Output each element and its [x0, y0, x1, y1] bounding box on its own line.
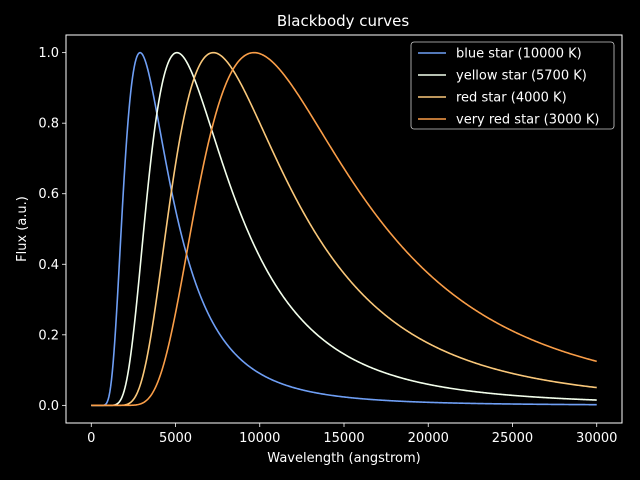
- series-line-0: [91, 51, 597, 407]
- legend-box: [410, 41, 615, 130]
- y-tick-label: 0.6: [38, 187, 59, 202]
- legend-label: blue star (10000 K): [456, 47, 582, 62]
- y-tick-label: 0.8: [38, 117, 59, 132]
- x-tick-label: 15000: [323, 431, 364, 446]
- series-line-3: [91, 51, 597, 407]
- y-tick-label: 0.0: [38, 399, 59, 414]
- y-tick-label: 0.2: [38, 328, 59, 343]
- ticks-layer: 0 5000 10000 15000 20000 25000 30000 0.0 0.2 0.4 0…: [38, 46, 617, 446]
- x-tick-label: 10000: [239, 431, 280, 446]
- legend-label: red star (4000 K): [456, 91, 567, 106]
- x-tick-label: 5000: [159, 431, 192, 446]
- series-line-2: [91, 51, 597, 407]
- legend-label: very red star (3000 K): [456, 113, 600, 128]
- y-axis-label: Flux (a.u.): [15, 196, 30, 262]
- series-line-1: [91, 51, 597, 407]
- x-tick-label: 20000: [408, 431, 449, 446]
- x-axis-label: Wavelength (angstrom): [267, 451, 420, 466]
- x-tick-label: 30000: [576, 431, 617, 446]
- x-tick-label: 0: [87, 431, 95, 446]
- series-layer: [91, 51, 597, 407]
- chart-title: Blackbody curves: [277, 12, 409, 30]
- legend: blue star (10000 K) yellow star (5700 K) r…: [410, 41, 615, 130]
- legend-label: yellow star (5700 K): [456, 69, 587, 84]
- y-tick-label: 0.4: [38, 258, 59, 273]
- x-tick-label: 25000: [492, 431, 533, 446]
- y-tick-label: 1.0: [38, 46, 59, 61]
